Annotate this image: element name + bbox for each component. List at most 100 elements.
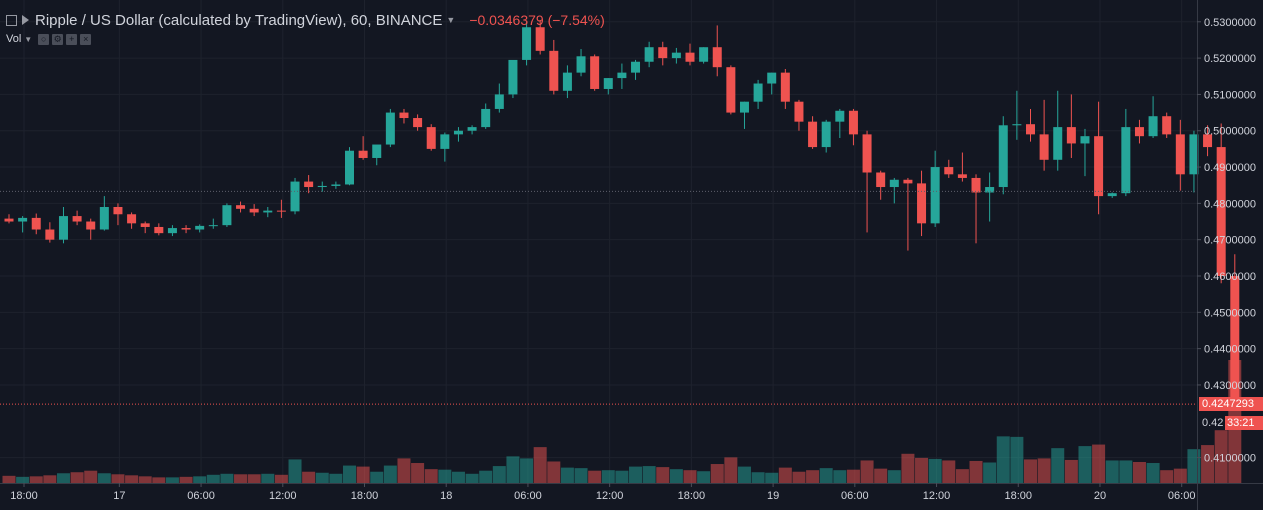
candle-body	[767, 72, 777, 84]
price-tick-label: 0.5200000	[1204, 53, 1256, 65]
candle-body	[31, 217, 41, 230]
candle-body	[671, 52, 681, 59]
last-price-tag: 0.4247293	[1199, 397, 1263, 411]
candle-body	[1039, 134, 1049, 160]
volume-bar	[1051, 448, 1065, 483]
volume-bar	[996, 436, 1010, 483]
candle-body	[1148, 116, 1158, 137]
volume-bar	[887, 470, 901, 483]
volume-bar	[451, 471, 465, 483]
volume-bar	[315, 472, 329, 483]
volume-bar	[901, 453, 915, 483]
chart-legend-header: Ripple / US Dollar (calculated by Tradin…	[6, 10, 605, 30]
candle-body	[876, 172, 886, 188]
volume-bar	[969, 460, 983, 483]
candle-body	[617, 72, 627, 79]
candle-body	[208, 225, 218, 227]
volume-bar	[1132, 461, 1146, 483]
candle-body	[753, 83, 763, 102]
flag-icon[interactable]	[22, 15, 29, 25]
candle-body	[1230, 276, 1240, 405]
volume-bar	[343, 465, 356, 483]
candle-body	[522, 27, 532, 60]
volume-bar	[220, 473, 234, 483]
price-change: −0.0346379 (−7.54%)	[469, 12, 605, 28]
candle-body	[508, 59, 518, 95]
volume-bar	[465, 473, 479, 483]
candlesticks	[4, 19, 1240, 407]
candle-body	[113, 207, 123, 215]
time-tick-label: 20	[1094, 490, 1106, 502]
symbol-dropdown-icon[interactable]: ▼	[446, 15, 456, 25]
volume-bar	[1024, 459, 1037, 483]
volume-bar	[193, 476, 207, 483]
candle-body	[18, 217, 28, 222]
volume-legend: Vol ▼ ○ ⚙ + ×	[6, 33, 94, 45]
time-tick-label: 12:00	[923, 490, 951, 502]
volume-bar	[615, 470, 629, 483]
price-axis[interactable]: 0.5300000 0.5200000 0.5100000 0.5000000 0.49…	[1197, 0, 1256, 510]
volume-bar	[601, 470, 615, 483]
time-tick-label: 18:00	[351, 490, 379, 502]
candle-body	[712, 47, 722, 68]
candle-body	[930, 167, 940, 224]
candle-body	[1080, 136, 1090, 144]
volume-bar	[247, 474, 261, 483]
candle-body	[263, 210, 273, 213]
volume-bar	[438, 469, 452, 483]
volume-bar	[1105, 460, 1119, 483]
candle-body	[399, 112, 409, 119]
volume-bar	[43, 475, 57, 483]
candle-body	[889, 179, 899, 188]
candle-body	[1216, 147, 1226, 276]
time-axis[interactable]: 18:00 17 06:00 12:00 18:00 18 06:00 12:00 18:00 1…	[0, 483, 1263, 502]
price-tick-label: 0.4800000	[1204, 198, 1256, 210]
candle-body	[290, 181, 300, 212]
candle-body	[576, 56, 586, 73]
remove-icon[interactable]: ×	[80, 33, 92, 45]
time-tick-label: 06:00	[1168, 490, 1196, 502]
candle-body	[944, 167, 954, 175]
volume-bar	[697, 471, 711, 483]
volume-bar	[1201, 445, 1215, 483]
candle-body	[481, 108, 491, 128]
candle-body	[903, 179, 913, 184]
volume-label[interactable]: Vol	[6, 33, 22, 45]
volume-bar	[261, 473, 275, 483]
volume-bar	[383, 465, 397, 483]
volume-bar	[574, 468, 588, 483]
candle-body	[862, 134, 872, 173]
volume-dropdown-icon[interactable]: ▼	[24, 34, 33, 44]
candle-body	[372, 144, 382, 158]
candle-body	[658, 47, 668, 59]
volume-bar	[915, 457, 929, 483]
candle-body	[99, 207, 109, 230]
volume-bar	[479, 470, 493, 483]
candle-body	[58, 216, 68, 240]
time-tick-label: 12:00	[269, 490, 297, 502]
visibility-icon[interactable]: ○	[38, 33, 50, 45]
price-tick-label: 0.4600000	[1204, 271, 1256, 283]
volume-bar	[16, 476, 30, 483]
candle-body	[317, 185, 327, 188]
candle-body	[249, 208, 259, 213]
volume-bar	[860, 460, 874, 483]
candle-body	[140, 223, 150, 227]
settings-icon[interactable]: ⚙	[52, 33, 64, 45]
candle-body	[195, 225, 205, 230]
volume-bar	[955, 469, 969, 483]
volume-bar	[206, 474, 220, 483]
add-icon[interactable]: +	[66, 33, 78, 45]
price-tick-label: 0.4700000	[1204, 235, 1256, 247]
candle-body	[86, 221, 96, 230]
volume-bar	[547, 461, 561, 483]
collapse-legend-icon[interactable]	[6, 14, 17, 26]
volume-bar	[1173, 468, 1187, 483]
symbol-title[interactable]: Ripple / US Dollar (calculated by Tradin…	[35, 11, 443, 29]
candle-body	[1053, 127, 1063, 160]
volume-bar	[1092, 444, 1106, 483]
volume-bar	[2, 475, 16, 483]
candle-body	[535, 27, 545, 51]
